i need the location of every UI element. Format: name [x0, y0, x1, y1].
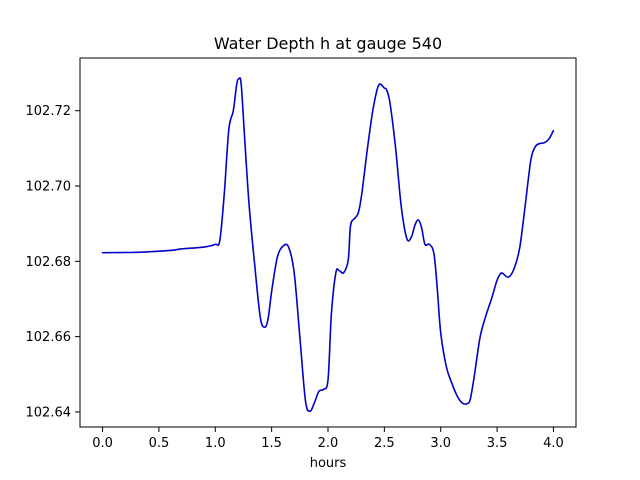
- x-tick-label: 3.0: [430, 436, 451, 451]
- x-tick-label: 2.0: [318, 436, 339, 451]
- plot-background: [80, 58, 576, 427]
- plot-area: [79, 57, 577, 428]
- x-axis-ticks: 0.0 0.5 1.0 1.5 2.0 2.5 3.0 3.5 4.0: [92, 427, 564, 451]
- chart-title: Water Depth h at gauge 540: [214, 34, 442, 53]
- x-tick-label: 1.5: [261, 436, 282, 451]
- y-tick-label: 102.70: [26, 180, 72, 195]
- y-tick-label: 102.64: [26, 405, 72, 420]
- y-tick-label: 102.72: [26, 104, 72, 119]
- x-tick-label: 3.5: [487, 436, 508, 451]
- x-axis-label: hours: [310, 456, 347, 471]
- y-tick-label: 102.68: [26, 255, 72, 270]
- x-tick-label: 2.5: [374, 436, 395, 451]
- y-tick-label: 102.66: [26, 330, 72, 345]
- series-line-0: [101, 77, 555, 412]
- x-tick-label: 1.0: [205, 436, 226, 451]
- x-tick-label: 0.5: [149, 436, 170, 451]
- y-axis-ticks: 102.64 102.66 102.68 102.70 102.72: [26, 104, 80, 420]
- x-tick-label: 4.0: [543, 436, 564, 451]
- x-tick-label: 0.0: [92, 436, 113, 451]
